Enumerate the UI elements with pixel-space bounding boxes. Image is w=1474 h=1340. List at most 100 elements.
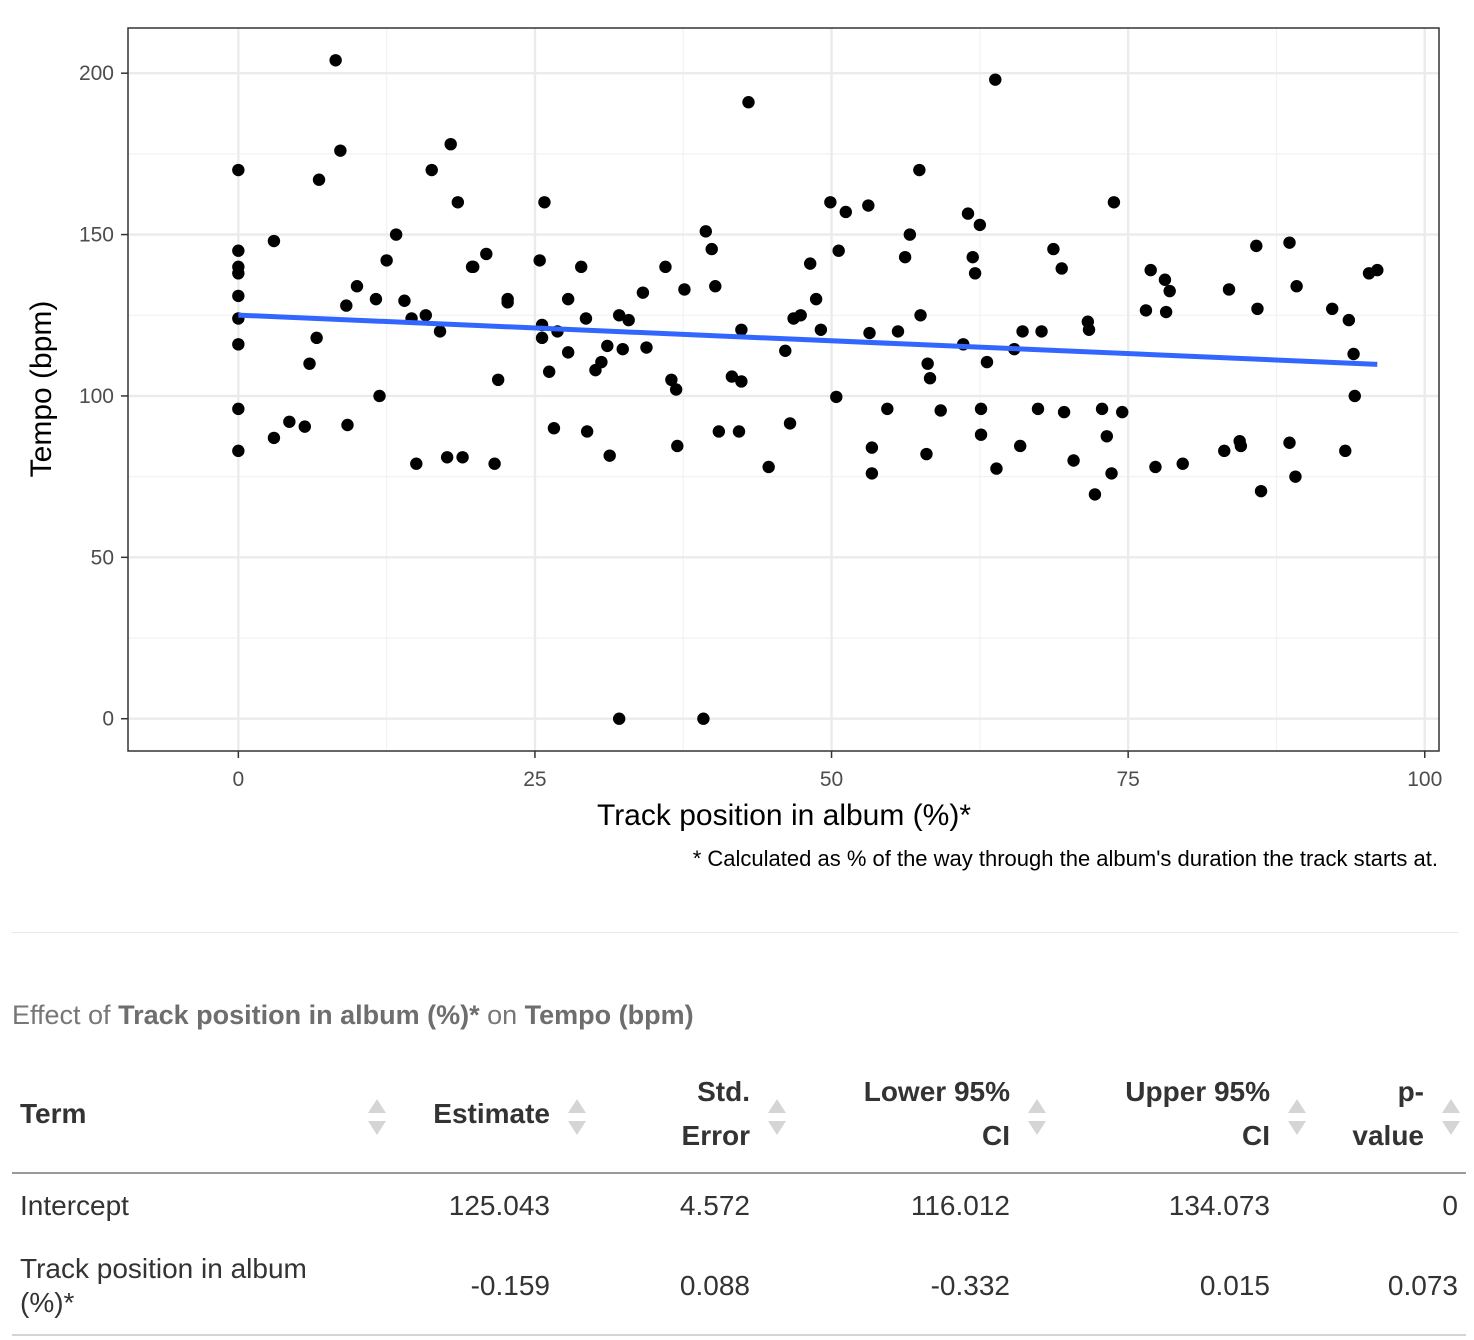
- data-point: [535, 331, 549, 345]
- data-point: [865, 467, 879, 480]
- cell-lower-ci: -0.332: [792, 1238, 1052, 1336]
- x-tick-label: 75: [1116, 768, 1139, 791]
- data-point: [1283, 436, 1296, 449]
- sort-icon[interactable]: [568, 1097, 586, 1137]
- data-point: [561, 346, 575, 359]
- data-point: [433, 325, 447, 338]
- data-point: [398, 294, 411, 307]
- header-term[interactable]: Term: [12, 1062, 392, 1174]
- data-point: [920, 447, 933, 461]
- data-point: [303, 357, 316, 370]
- y-tick-label: 200: [79, 62, 114, 85]
- cell-lower-ci: 116.012: [910, 1190, 1010, 1221]
- data-point: [1290, 280, 1303, 293]
- header-lower-ci[interactable]: Lower 95% CI: [792, 1062, 1052, 1174]
- data-point: [341, 418, 354, 432]
- sort-icon[interactable]: [768, 1097, 786, 1137]
- data-point: [891, 325, 905, 338]
- data-point: [1057, 405, 1071, 419]
- sort-icon[interactable]: [1288, 1097, 1306, 1137]
- grid-lines: [128, 28, 1439, 751]
- data-point: [232, 444, 245, 458]
- data-point: [389, 228, 403, 241]
- cell-p-value: 0: [1442, 1190, 1458, 1221]
- data-point: [547, 422, 561, 435]
- cell-p-value: 0.073: [1312, 1238, 1466, 1336]
- cell-estimate: 125.043: [448, 1190, 550, 1221]
- data-point: [640, 341, 653, 354]
- data-point: [491, 373, 505, 387]
- data-point: [501, 296, 514, 309]
- data-point: [444, 137, 457, 151]
- results-table: Term Estimate Std. Error Lower 95% CI Up…: [12, 1062, 1466, 1336]
- data-point: [980, 355, 994, 369]
- caption-y-var: Tempo (bpm): [524, 1000, 694, 1030]
- header-p-value[interactable]: p-value: [1312, 1062, 1466, 1174]
- data-point: [601, 339, 614, 353]
- data-point: [1339, 444, 1352, 458]
- data-point: [705, 242, 718, 256]
- chart-caption: * Calculated as % of the way through the…: [693, 846, 1438, 871]
- x-tick-label: 100: [1407, 768, 1442, 791]
- data-point: [232, 338, 245, 351]
- table-header-row: Term Estimate Std. Error Lower 95% CI Up…: [12, 1062, 1466, 1174]
- y-tick-label: 0: [102, 708, 114, 731]
- data-point: [1176, 457, 1189, 470]
- data-point: [1035, 325, 1048, 338]
- data-point: [1254, 484, 1268, 498]
- cell-term: Intercept: [20, 1190, 129, 1221]
- sort-icon[interactable]: [1028, 1097, 1046, 1137]
- data-point: [1347, 347, 1360, 361]
- data-point: [903, 228, 917, 241]
- data-point: [814, 323, 828, 336]
- sort-icon[interactable]: [368, 1097, 386, 1137]
- data-point: [1055, 262, 1068, 275]
- data-point: [1082, 323, 1096, 336]
- data-point: [542, 365, 556, 378]
- data-point: [595, 355, 608, 369]
- data-point: [1016, 325, 1029, 338]
- data-point: [697, 712, 710, 725]
- data-point: [921, 357, 934, 370]
- data-point: [1250, 239, 1263, 253]
- data-point: [369, 292, 383, 306]
- data-point: [934, 404, 947, 417]
- data-point: [966, 250, 979, 264]
- data-point: [329, 54, 342, 67]
- data-point: [1067, 454, 1080, 467]
- table-row: Track position in album (%)* -0.159 0.08…: [12, 1238, 1466, 1336]
- data-point: [913, 163, 926, 177]
- data-point: [961, 207, 975, 220]
- data-point: [1326, 302, 1339, 316]
- data-point: [1013, 439, 1027, 453]
- data-point: [881, 402, 894, 416]
- data-point: [1159, 305, 1173, 319]
- data-point: [232, 267, 245, 280]
- data-point: [1342, 313, 1356, 327]
- data-point: [636, 286, 650, 299]
- caption-x-var: Track position in album (%)*: [118, 1000, 480, 1030]
- data-point: [533, 254, 546, 267]
- plot-panel: [128, 28, 1439, 751]
- data-point: [1348, 389, 1361, 403]
- data-point: [973, 218, 987, 232]
- data-point: [1218, 444, 1231, 458]
- cell-term: Track position in album (%)*: [12, 1238, 392, 1336]
- header-estimate[interactable]: Estimate: [392, 1062, 592, 1174]
- sort-icon[interactable]: [1442, 1097, 1460, 1137]
- divider: [12, 932, 1458, 933]
- data-point: [603, 449, 616, 462]
- data-point: [380, 254, 393, 267]
- cell-upper-ci: 134.073: [1168, 1190, 1270, 1221]
- data-point: [1095, 402, 1109, 416]
- header-std-error[interactable]: Std. Error: [592, 1062, 792, 1174]
- data-point: [612, 712, 626, 725]
- data-point: [712, 425, 726, 438]
- data-point: [862, 199, 875, 212]
- data-point: [232, 244, 245, 257]
- data-point: [340, 299, 353, 312]
- table-row: Intercept 125.043 4.572 116.012 134.073 …: [12, 1173, 1466, 1238]
- header-upper-ci[interactable]: Upper 95% CI: [1052, 1062, 1312, 1174]
- data-point: [665, 373, 678, 387]
- data-point: [809, 292, 823, 306]
